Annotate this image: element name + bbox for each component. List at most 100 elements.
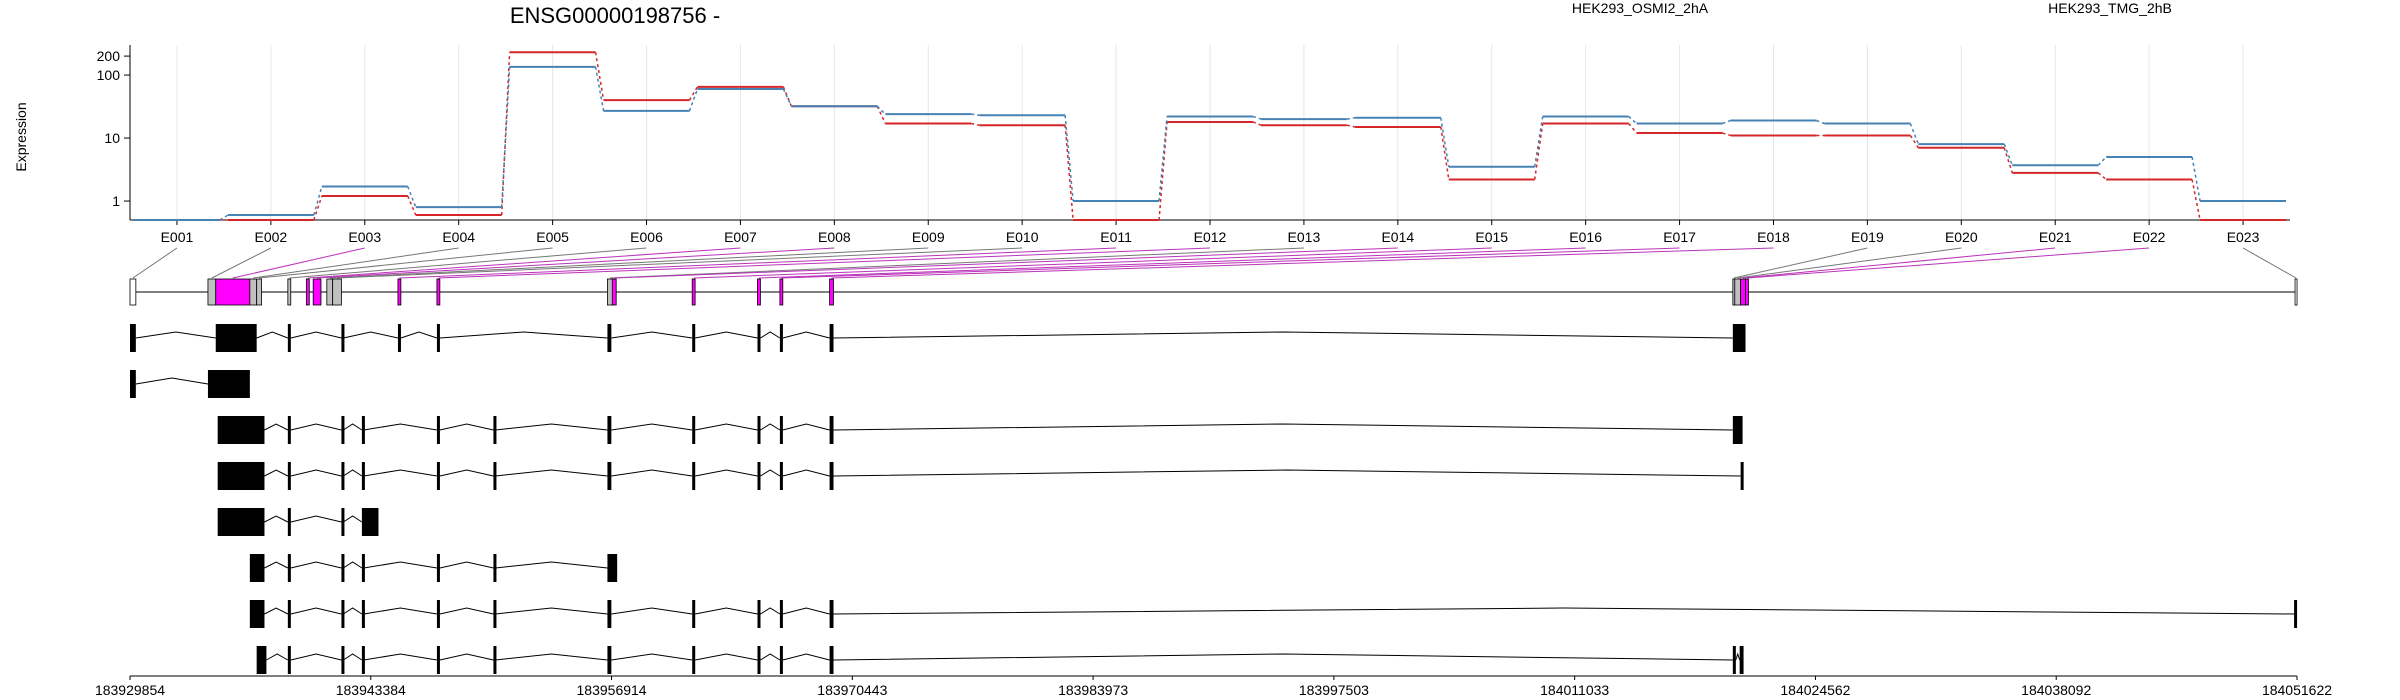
genomic-tick-label: 183929854 [95,682,165,698]
x-tick-label: E006 [630,229,663,245]
transcript-intron [264,515,289,523]
series-2-link [594,66,605,112]
transcript-intron [290,653,342,661]
transcript-exon [779,324,783,352]
exon-connector [1746,247,2150,279]
transcript-intron [695,469,758,477]
transcript-intron [833,653,1733,661]
transcript-exon [287,462,291,490]
gene-model-exon [326,278,334,306]
transcript-exon [341,600,345,628]
transcript-exon [1732,324,1746,352]
transcript-exon [779,600,783,628]
transcript-exon [341,462,345,490]
series-2-link [1909,123,1920,145]
exon-connector [307,247,741,279]
series-1-link [2097,172,2107,181]
transcript-exon [217,416,265,444]
gene-model-exon [332,278,342,306]
transcript-exon [607,554,618,582]
exon-connector [253,247,459,279]
series-1-link [1158,121,1168,221]
legend-series-2: HEK293_TMG_2hB [2048,0,2172,16]
transcript-intron [611,331,693,339]
transcript-exon [692,600,696,628]
x-tick-label: E014 [1381,229,1414,245]
transcript-intron [264,607,289,615]
transcript-exon [436,600,440,628]
exon-connector [438,247,1211,279]
series-1-link [1064,125,1074,221]
transcript-exon [341,646,345,674]
transcript-intron [760,331,781,339]
transcript-exon [493,462,497,490]
transcript-exon [757,462,761,490]
y-tick-label: 100 [97,67,121,83]
transcript-intron [290,561,342,569]
transcript-exon [829,462,834,490]
transcript-exon [692,416,696,444]
exon-connector [831,247,1774,279]
x-tick-label: E005 [536,229,569,245]
transcript-intron [695,607,758,615]
transcript-exon [287,416,291,444]
series-2-link [313,186,323,216]
transcript-exon [397,324,401,352]
transcript-exon [692,324,696,352]
transcript-exon [217,462,265,490]
transcript-exon [249,600,265,628]
series-1-link [1346,124,1356,128]
exon-connector [2242,247,2297,279]
gene-model-exon [397,278,402,306]
transcript-intron [256,331,289,339]
transcript-exon [287,324,291,352]
series-2-link [1252,115,1262,120]
series-1-link [2003,147,2013,174]
exon-connector-lines [132,247,2297,279]
transcript-exon [493,554,497,582]
genomic-tick-label: 183943384 [336,682,406,698]
gene-model-exon [249,278,258,306]
transcript-intron [290,607,342,615]
transcript-exon [829,324,834,352]
transcript-exon [692,462,696,490]
transcript-exon [436,324,440,352]
transcript-exon [757,416,761,444]
transcript-intron [290,515,342,523]
transcript-intron [833,607,2295,615]
x-tick-label: E003 [348,229,381,245]
transcript-intron [439,653,494,661]
series-2-link [1346,117,1355,120]
gene-model-exon [779,278,784,306]
x-tick-label: E002 [255,229,288,245]
transcript-intron [695,653,758,661]
exon-connector [337,247,1023,279]
exon-connector [693,247,1492,279]
transcript-exon [361,508,379,536]
x-tick-label: E011 [1100,229,1132,245]
series-1-link [971,122,980,126]
x-tick-label: E008 [818,229,851,245]
transcript-models [130,324,2298,674]
transcript-intron [264,561,289,569]
exon-connector [1733,247,1868,279]
transcript-exon [757,324,761,352]
exon-connector [1743,247,2056,279]
exon-connector [758,247,1586,279]
transcript-intron [760,423,781,431]
transcript-intron [495,423,608,431]
transcript-intron [833,423,1733,431]
series-1-link [1252,121,1262,126]
transcript-exon [692,646,696,674]
series-2-link [1064,115,1074,202]
series-1-link [1909,135,1919,149]
transcript-intron [495,653,608,661]
x-tick-label: E001 [161,229,194,245]
transcript-intron [782,653,830,661]
transcript-intron [343,561,363,569]
expression-plot: 1 10 100 200 E001 E002 E003 E004 E005 E006 E007 E00… [97,45,2290,245]
x-tick-label: E010 [1006,229,1039,245]
transcript-exon [207,370,250,398]
gene-model-exon [1740,278,1746,306]
y-tick-label: 1 [112,193,120,209]
